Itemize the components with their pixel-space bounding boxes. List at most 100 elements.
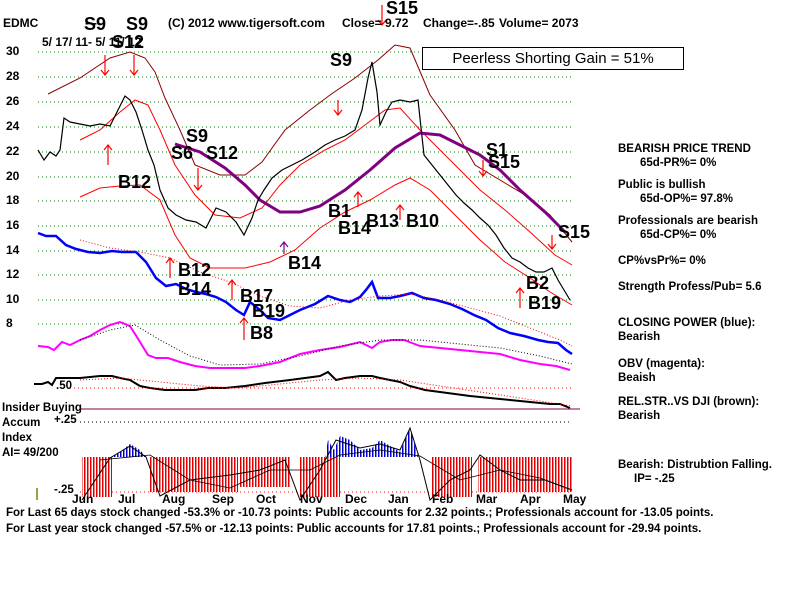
- signal-label: B13: [366, 211, 400, 231]
- professionals-label: Professionals are bearish: [618, 215, 758, 227]
- month-label: Oct: [256, 492, 277, 506]
- insider-buying-label: Insider Buying: [2, 402, 82, 414]
- closing-power-label: CLOSING POWER (blue):: [618, 317, 756, 329]
- month-label: Jun: [72, 492, 94, 506]
- signal-label: B19: [252, 301, 286, 321]
- signal-label: S6: [171, 143, 194, 163]
- close-value: Close= 9.72: [342, 16, 409, 30]
- month-label: Nov: [300, 492, 323, 506]
- obv-ma: [79, 324, 573, 366]
- y-tick: 8: [6, 316, 13, 330]
- signal-label: B2: [526, 273, 550, 293]
- footer-65-days: For Last 65 days stock changed -53.3% or…: [6, 507, 714, 519]
- signal-label: S15: [558, 222, 591, 242]
- ticker: EDMC: [3, 16, 39, 30]
- price-bars: [37, 61, 571, 301]
- header-dashes: ----: [85, 16, 101, 30]
- ai-status-label: Bearish: Distrubtion Falling.: [618, 459, 772, 471]
- signal-label: B19: [528, 293, 562, 313]
- lower-band: [79, 177, 573, 306]
- ip-value: IP= -.25: [634, 473, 675, 485]
- month-label: Mar: [476, 492, 498, 506]
- obv-label: OBV (magenta):: [618, 358, 705, 370]
- ai-status: Bearish: Distrubtion Falling. IP= -.25: [618, 458, 772, 486]
- pr-value: 65d-PR%= 0%: [640, 157, 717, 169]
- obv-value: Beaish: [618, 372, 656, 384]
- closing-power-value: Bearish: [618, 331, 661, 343]
- month-label: Sep: [212, 492, 235, 506]
- sidebar-professionals: Professionals are bearish 65d-CP%= 0%: [618, 214, 758, 242]
- legend-rel-str: REL.STR..VS DJI (brown): Bearish: [618, 395, 759, 423]
- sidebar-price-trend: BEARISH PRICE TREND 65d-PR%= 0%: [618, 142, 751, 170]
- y-tick: 18: [6, 193, 20, 207]
- signal-label: S9: [186, 126, 209, 146]
- signal-label: B14: [338, 218, 372, 238]
- legend-obv: OBV (magenta): Beaish: [618, 357, 705, 385]
- y-tick: 24: [6, 119, 20, 133]
- month-label: Aug: [162, 492, 186, 506]
- signal-label: S1: [486, 140, 509, 160]
- legend-closing-power: CLOSING POWER (blue): Bearish: [618, 316, 755, 344]
- y-tick: 14: [6, 243, 20, 257]
- accum-minus-label: -.25: [54, 484, 74, 496]
- y-tick: 28: [6, 69, 20, 83]
- cpvspr-value: CP%vsPr%= 0%: [618, 255, 706, 267]
- signal-label: S9: [126, 14, 149, 34]
- y-tick: 12: [6, 267, 20, 281]
- accum-index-line: [81, 426, 573, 502]
- signal-label: S15: [386, 0, 419, 18]
- y-tick: 10: [6, 292, 20, 306]
- ai-value: AI= 49/200: [2, 447, 59, 459]
- op-value: 65d-OP%= 97.8%: [640, 193, 734, 205]
- signal-label: B8: [250, 323, 274, 343]
- signal-label: B1: [328, 201, 352, 221]
- signal-label: S9: [84, 14, 107, 34]
- accum-index-ma: [99, 449, 573, 491]
- month-label: Jan: [388, 492, 409, 506]
- accum-index-bars: [82, 428, 572, 497]
- signal-label: B10: [406, 211, 440, 231]
- rel-str-label: REL.STR..VS DJI (brown):: [618, 396, 760, 408]
- date-range: 5/ 17/ 11- 5/ 11/ 12: [42, 35, 142, 49]
- y-tick: 30: [6, 44, 20, 58]
- rel-str-ma: [79, 377, 573, 407]
- signal-arrows-purple: [279, 241, 289, 254]
- signal-label: S15: [488, 152, 521, 172]
- copyright: (C) 2012 www.tigersoft.com: [168, 16, 325, 30]
- y-tick: 20: [6, 169, 20, 183]
- month-label: May: [563, 492, 587, 506]
- month-label: Feb: [432, 492, 454, 506]
- signal-label: B14: [178, 279, 212, 299]
- y-tick: 22: [6, 144, 20, 158]
- rel-str-line: [34, 370, 571, 409]
- sidebar-public: Public is bullish 65d-OP%= 97.8%: [618, 178, 733, 206]
- strength-value: Strength Profess/Pub= 5.6: [618, 281, 762, 293]
- signal-label: B14: [288, 253, 322, 273]
- signal-label: B12: [178, 260, 212, 280]
- obv-line: [37, 320, 571, 371]
- signal-label: S12: [206, 143, 239, 163]
- signal-label: B17: [240, 286, 274, 306]
- signal-label: S12: [112, 32, 145, 52]
- change-value: Change=-.85: [423, 16, 495, 30]
- upper-band: [79, 99, 573, 266]
- footer-last-year: For Last year stock changed -57.5% or -1…: [6, 523, 702, 535]
- y-tick: 26: [6, 94, 20, 108]
- accum-label: Accum: [2, 417, 41, 429]
- index-label: Index: [2, 432, 33, 444]
- public-label: Public is bullish: [618, 179, 706, 191]
- rel-str-value: Bearish: [618, 410, 661, 422]
- shorting-gain-box: Peerless Shorting Gain = 51%: [422, 47, 684, 70]
- upper-band-outer: [47, 44, 573, 243]
- moving-average: [174, 131, 567, 234]
- price-trend-label: BEARISH PRICE TREND: [618, 143, 751, 155]
- signal-label: B12: [118, 172, 152, 192]
- y-tick: 16: [6, 218, 20, 232]
- volume-value: Volume= 2073: [499, 16, 579, 30]
- cp-value: 65d-CP%= 0%: [640, 229, 717, 241]
- month-label: Jul: [118, 492, 136, 506]
- rel-str-level-label: .50: [56, 380, 72, 392]
- closing-power-line: [37, 231, 573, 356]
- accum-plus-label: +.25: [54, 414, 77, 426]
